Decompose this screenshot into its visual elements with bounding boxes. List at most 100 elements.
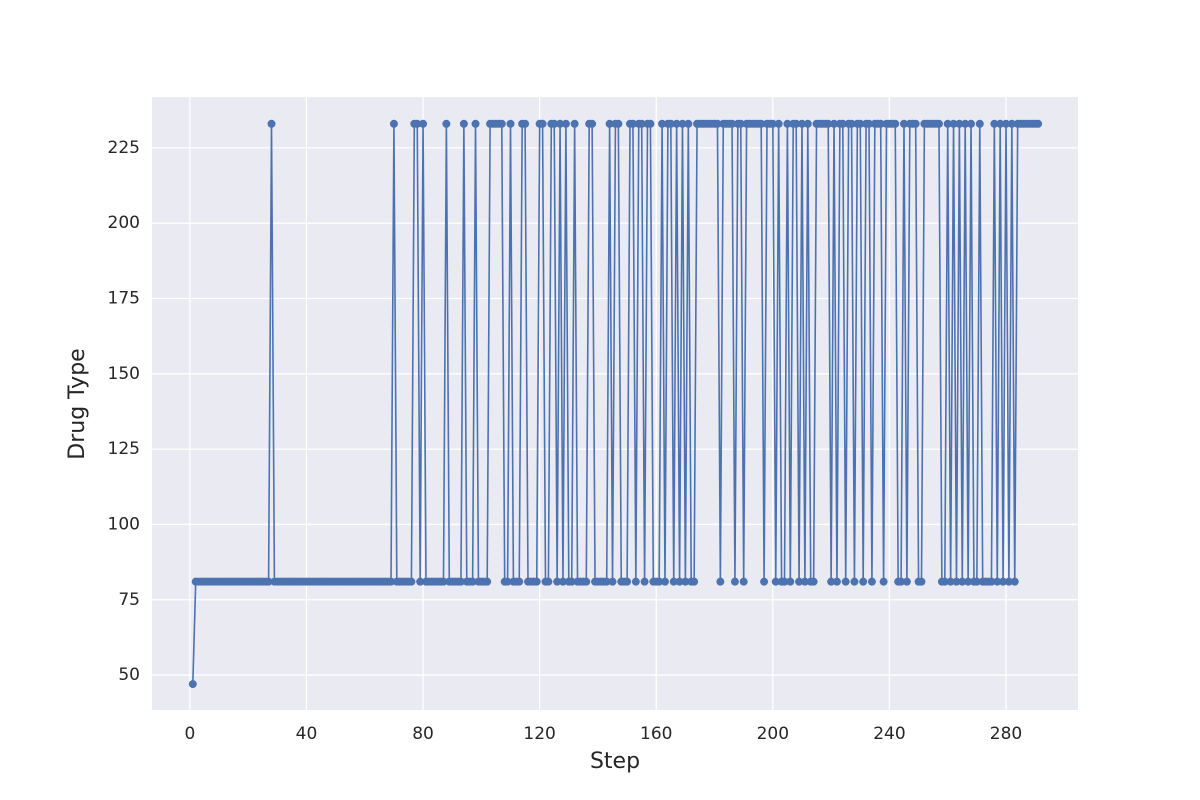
data-point xyxy=(730,577,739,586)
data-point xyxy=(503,577,512,586)
x-tick-label: 80 xyxy=(412,724,434,744)
y-tick-label: 225 xyxy=(108,138,140,158)
data-point xyxy=(570,119,579,128)
data-point xyxy=(567,577,576,586)
data-point xyxy=(856,119,865,128)
data-point xyxy=(809,577,818,586)
x-axis-label: Step xyxy=(590,749,640,774)
data-point xyxy=(800,577,809,586)
data-point xyxy=(967,119,976,128)
x-tick-label: 40 xyxy=(296,724,318,744)
data-point xyxy=(891,119,900,128)
data-point xyxy=(879,577,888,586)
data-point xyxy=(1034,119,1043,128)
data-point xyxy=(188,680,197,689)
data-point xyxy=(850,577,859,586)
data-point xyxy=(1007,119,1016,128)
x-tick-label: 0 xyxy=(184,724,195,744)
x-tick-label: 200 xyxy=(757,724,789,744)
data-point xyxy=(655,577,664,586)
data-point xyxy=(416,577,425,586)
data-point xyxy=(795,577,804,586)
data-point xyxy=(830,119,839,128)
data-point xyxy=(605,119,614,128)
data-point xyxy=(690,577,699,586)
y-tick-label: 200 xyxy=(108,213,140,233)
data-point xyxy=(1004,577,1013,586)
y-tick-label: 150 xyxy=(108,364,140,384)
data-point xyxy=(899,119,908,128)
data-point xyxy=(964,577,973,586)
data-point xyxy=(774,119,783,128)
data-point xyxy=(876,119,885,128)
data-point xyxy=(614,119,623,128)
y-axis-label: Drug Type xyxy=(65,348,90,459)
data-point xyxy=(521,119,530,128)
data-point xyxy=(675,577,684,586)
data-point xyxy=(859,577,868,586)
data-point xyxy=(847,119,856,128)
data-point xyxy=(389,119,398,128)
data-point xyxy=(666,119,675,128)
data-point xyxy=(608,577,617,586)
data-point xyxy=(768,119,777,128)
data-point xyxy=(771,577,780,586)
data-point xyxy=(728,119,737,128)
y-tick-label: 50 xyxy=(118,665,140,685)
data-point xyxy=(949,119,958,128)
data-point xyxy=(550,119,559,128)
data-point xyxy=(832,577,841,586)
data-point xyxy=(515,577,524,586)
data-point xyxy=(993,577,1002,586)
y-tick-label: 125 xyxy=(108,439,140,459)
data-point xyxy=(1002,119,1011,128)
data-point xyxy=(824,119,833,128)
data-point xyxy=(456,577,465,586)
data-point xyxy=(631,577,640,586)
data-point xyxy=(757,119,766,128)
data-point xyxy=(958,577,967,586)
data-point xyxy=(713,119,722,128)
data-point xyxy=(669,577,678,586)
data-point xyxy=(940,577,949,586)
data-point xyxy=(736,119,745,128)
data-point xyxy=(865,119,874,128)
data-point xyxy=(684,119,693,128)
data-point xyxy=(602,577,611,586)
x-tick-label: 120 xyxy=(523,724,555,744)
data-point xyxy=(532,577,541,586)
data-point xyxy=(934,119,943,128)
data-point xyxy=(407,577,416,586)
data-point xyxy=(506,119,515,128)
data-point xyxy=(442,119,451,128)
data-point xyxy=(786,577,795,586)
data-point xyxy=(538,119,547,128)
data-point xyxy=(841,577,850,586)
data-point xyxy=(640,577,649,586)
data-point xyxy=(739,577,748,586)
data-point xyxy=(897,577,906,586)
data-point xyxy=(972,577,981,586)
data-point xyxy=(943,119,952,128)
data-point xyxy=(646,119,655,128)
x-tick-label: 280 xyxy=(990,724,1022,744)
data-point xyxy=(628,119,637,128)
data-point xyxy=(582,577,591,586)
data-point xyxy=(497,119,506,128)
data-point xyxy=(716,577,725,586)
data-point xyxy=(827,577,836,586)
data-point xyxy=(623,577,632,586)
data-point xyxy=(439,577,448,586)
data-point xyxy=(792,119,801,128)
x-tick-label: 160 xyxy=(640,724,672,744)
data-point xyxy=(797,119,806,128)
data-point xyxy=(267,119,276,128)
data-point xyxy=(553,577,562,586)
data-point xyxy=(544,577,553,586)
data-point xyxy=(681,577,690,586)
data-point xyxy=(946,577,955,586)
data-point xyxy=(803,119,812,128)
data-point xyxy=(459,119,468,128)
data-point xyxy=(902,577,911,586)
